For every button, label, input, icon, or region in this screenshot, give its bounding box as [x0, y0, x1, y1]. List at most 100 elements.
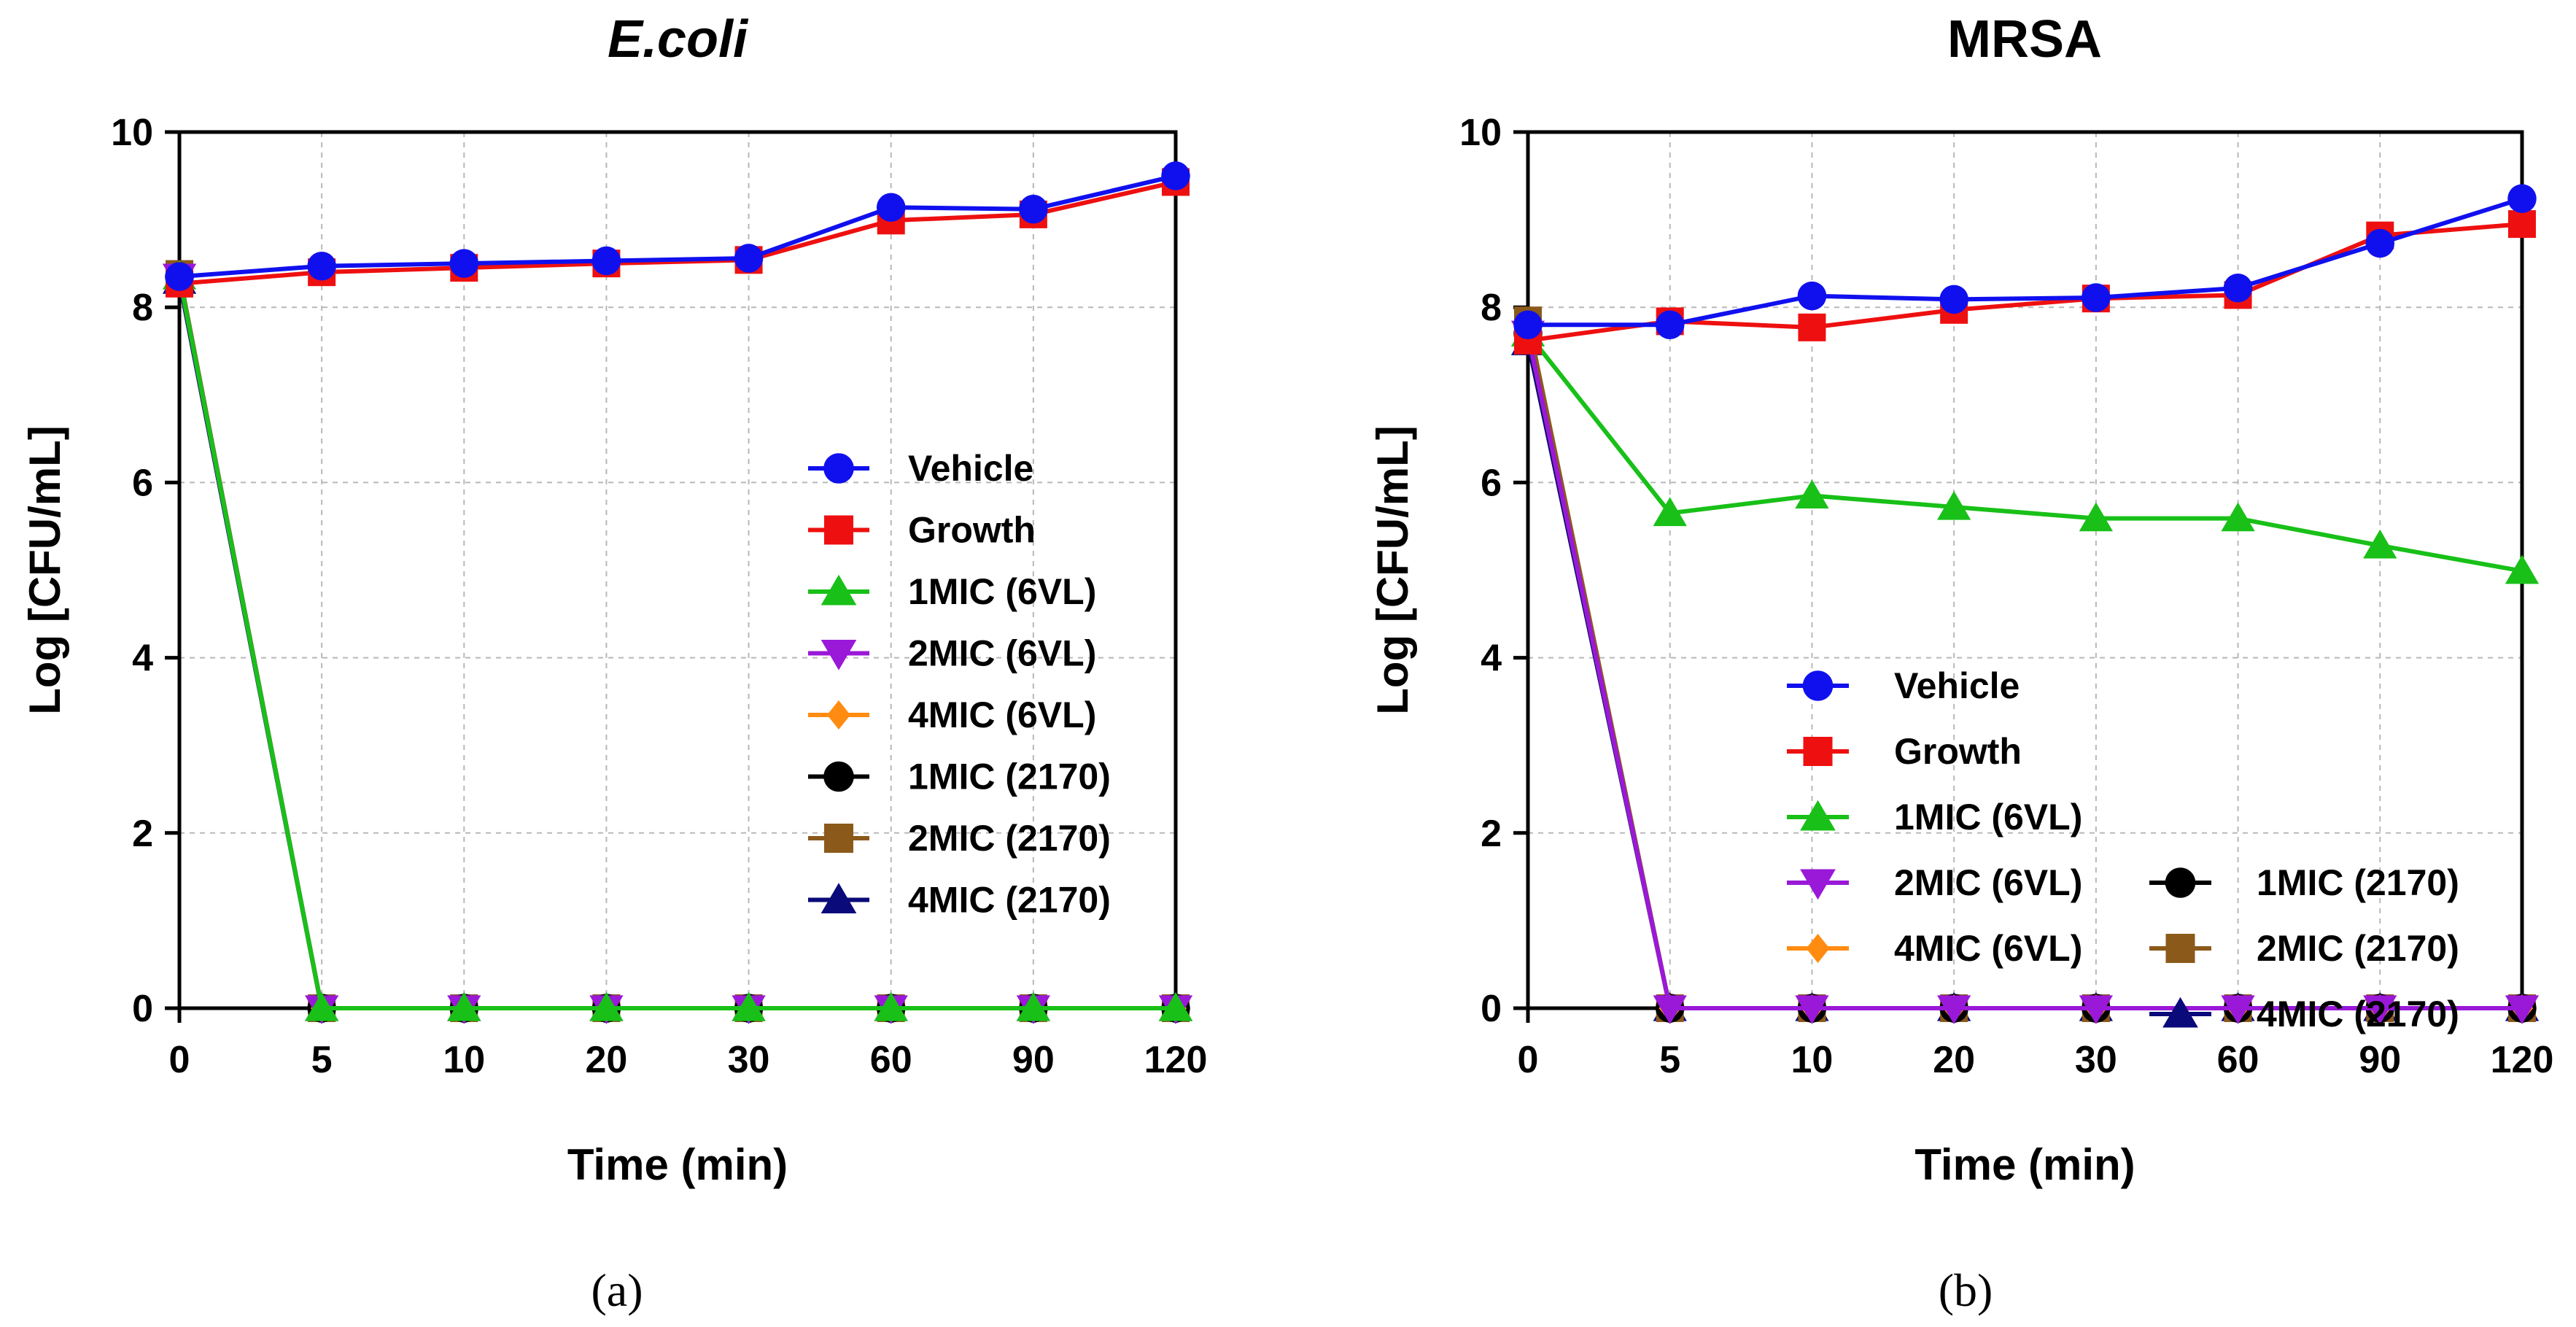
series-line — [1526, 333, 2522, 1010]
data-point — [2223, 274, 2253, 303]
data-point — [876, 193, 906, 223]
data-point — [1795, 479, 1829, 509]
data-point — [1655, 310, 1685, 339]
series-2mic-6vl — [1510, 320, 2540, 1025]
legend-marker — [1806, 934, 1830, 963]
x-tick-label: 20 — [1933, 1039, 1975, 1081]
legend-entry-2mic-2170: 2MIC (2170) — [2149, 928, 2459, 969]
legend-entry-4mic-6vl: 4MIC (6VL) — [808, 695, 1096, 735]
data-point — [589, 991, 624, 1021]
legend-marker — [820, 639, 857, 670]
data-point — [447, 991, 481, 1021]
x-tick-label: 0 — [169, 1039, 190, 1081]
data-point — [2221, 502, 2255, 532]
data-point — [2507, 184, 2537, 214]
series-1mic-2170 — [1513, 319, 2537, 1023]
data-point — [2505, 995, 2540, 1025]
chart-panel-e-coli: Vehicle Growth 1MIC (6VL) 2MIC (6VL) 4MIC (6… — [162, 130, 1193, 1025]
legend-label: 2MIC (2170) — [908, 818, 1111, 859]
legend-marker — [1800, 869, 1836, 900]
legend-label: Growth — [1894, 731, 2022, 772]
x-tick-label: 0 — [1518, 1039, 1539, 1081]
data-point — [305, 991, 339, 1021]
data-point — [165, 262, 194, 291]
series-line — [177, 276, 1176, 1010]
legend-entry-growth: Growth — [808, 510, 1036, 551]
series-line — [1528, 196, 2523, 328]
legend-entry-2mic-2170: 2MIC (2170) — [808, 818, 1111, 859]
legend-entry-growth: Growth — [1787, 731, 2022, 772]
data-point — [874, 991, 908, 1021]
x-tick-label: 10 — [1791, 1039, 1834, 1081]
legend-marker — [820, 883, 857, 914]
legend-entry-4mic-6vl: 4MIC (6VL) — [1787, 928, 2082, 969]
x-tick-label: 90 — [1012, 1039, 1055, 1081]
legend-entry-1mic-6vl: 1MIC (6VL) — [1787, 797, 2082, 837]
legend-marker — [1803, 737, 1833, 766]
series-1mic-6vl — [1510, 317, 2540, 584]
series-line — [1527, 222, 2523, 343]
series-line — [1526, 333, 2522, 1010]
legend-label: Growth — [908, 510, 1036, 551]
x-tick-label: 90 — [2359, 1039, 2401, 1081]
series-line — [1526, 332, 2523, 573]
series-vehicle — [165, 161, 1190, 291]
legend-marker — [2165, 867, 2196, 898]
y-tick-label: 0 — [1481, 988, 1502, 1030]
data-point — [307, 251, 336, 281]
data-point — [1653, 995, 1687, 1025]
data-point — [1798, 313, 1826, 341]
data-point — [1513, 310, 1543, 339]
y-tick-label: 6 — [132, 462, 153, 504]
series-line — [1526, 333, 2522, 1010]
y-tick-label: 8 — [1481, 287, 1502, 329]
legend-label: 4MIC (2170) — [908, 880, 1111, 921]
legend-marker — [2165, 934, 2195, 963]
legend-entry-vehicle: Vehicle — [1787, 665, 2020, 706]
series-line — [1526, 341, 2522, 1010]
legend-marker — [823, 761, 854, 792]
legend-entry-1mic-2170: 1MIC (2170) — [2149, 862, 2459, 903]
legend-label: 4MIC (6VL) — [1894, 928, 2082, 969]
y-axis-label: Log [CFU/mL] — [20, 425, 69, 715]
x-axis-label: Time (min) — [567, 1140, 788, 1189]
data-point — [1161, 161, 1190, 190]
series-4mic-6vl — [1516, 320, 2534, 1022]
data-point — [1937, 995, 1971, 1025]
chart-title: E.coli — [608, 10, 749, 69]
x-tick-label: 20 — [586, 1039, 628, 1081]
legend-marker — [2162, 997, 2198, 1028]
legend-label: 1MIC (6VL) — [1894, 797, 2082, 837]
legend-entry-4mic-2170: 4MIC (2170) — [808, 880, 1111, 921]
x-tick-label: 60 — [870, 1039, 912, 1081]
data-point — [1797, 281, 1827, 311]
legend-entry-2mic-6vl: 2MIC (6VL) — [1787, 862, 2082, 903]
data-point — [1158, 991, 1193, 1021]
legend-marker — [823, 453, 854, 484]
y-tick-label: 4 — [1481, 638, 1502, 680]
data-point — [449, 249, 479, 278]
y-tick-label: 2 — [132, 813, 153, 855]
y-tick-label: 4 — [132, 638, 153, 680]
legend-entry-1mic-6vl: 1MIC (6VL) — [808, 571, 1096, 612]
legend-entry-1mic-2170: 1MIC (2170) — [808, 757, 1111, 797]
x-tick-label: 30 — [728, 1039, 770, 1081]
data-point — [2079, 995, 2113, 1025]
legend-marker — [827, 700, 850, 730]
data-point — [1016, 991, 1050, 1021]
data-point — [1937, 490, 1971, 520]
y-tick-label: 8 — [132, 287, 153, 329]
x-tick-label: 120 — [2491, 1039, 2554, 1081]
legend-label: 2MIC (2170) — [2257, 928, 2459, 969]
series-line — [179, 179, 1176, 286]
data-point — [734, 244, 764, 273]
legend-marker — [824, 515, 853, 545]
panel-label: (b) — [1939, 1264, 1993, 1316]
data-point — [1653, 497, 1687, 527]
legend-entry-vehicle: Vehicle — [808, 448, 1033, 489]
data-point — [2363, 995, 2397, 1025]
y-tick-label: 0 — [132, 988, 153, 1030]
legend-label: 2MIC (6VL) — [1894, 862, 2082, 903]
panel-label: (a) — [591, 1264, 643, 1316]
